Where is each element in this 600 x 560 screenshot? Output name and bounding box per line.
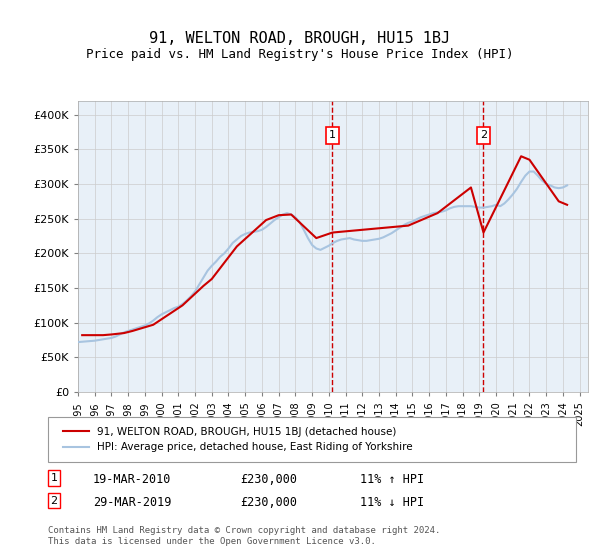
Text: 11% ↓ HPI: 11% ↓ HPI <box>360 496 424 508</box>
Text: 11% ↑ HPI: 11% ↑ HPI <box>360 473 424 486</box>
Text: 19-MAR-2010: 19-MAR-2010 <box>93 473 172 486</box>
Text: 2: 2 <box>480 130 487 141</box>
Text: 2: 2 <box>50 496 58 506</box>
Text: Contains HM Land Registry data © Crown copyright and database right 2024.
This d: Contains HM Land Registry data © Crown c… <box>48 526 440 546</box>
Text: £230,000: £230,000 <box>240 496 297 508</box>
Text: Price paid vs. HM Land Registry's House Price Index (HPI): Price paid vs. HM Land Registry's House … <box>86 48 514 60</box>
Text: 1: 1 <box>329 130 336 141</box>
Legend: 91, WELTON ROAD, BROUGH, HU15 1BJ (detached house), HPI: Average price, detached: 91, WELTON ROAD, BROUGH, HU15 1BJ (detac… <box>58 423 417 456</box>
Text: £230,000: £230,000 <box>240 473 297 486</box>
FancyBboxPatch shape <box>48 417 576 462</box>
Text: 91, WELTON ROAD, BROUGH, HU15 1BJ: 91, WELTON ROAD, BROUGH, HU15 1BJ <box>149 31 451 46</box>
Text: 1: 1 <box>50 473 58 483</box>
Text: 29-MAR-2019: 29-MAR-2019 <box>93 496 172 508</box>
